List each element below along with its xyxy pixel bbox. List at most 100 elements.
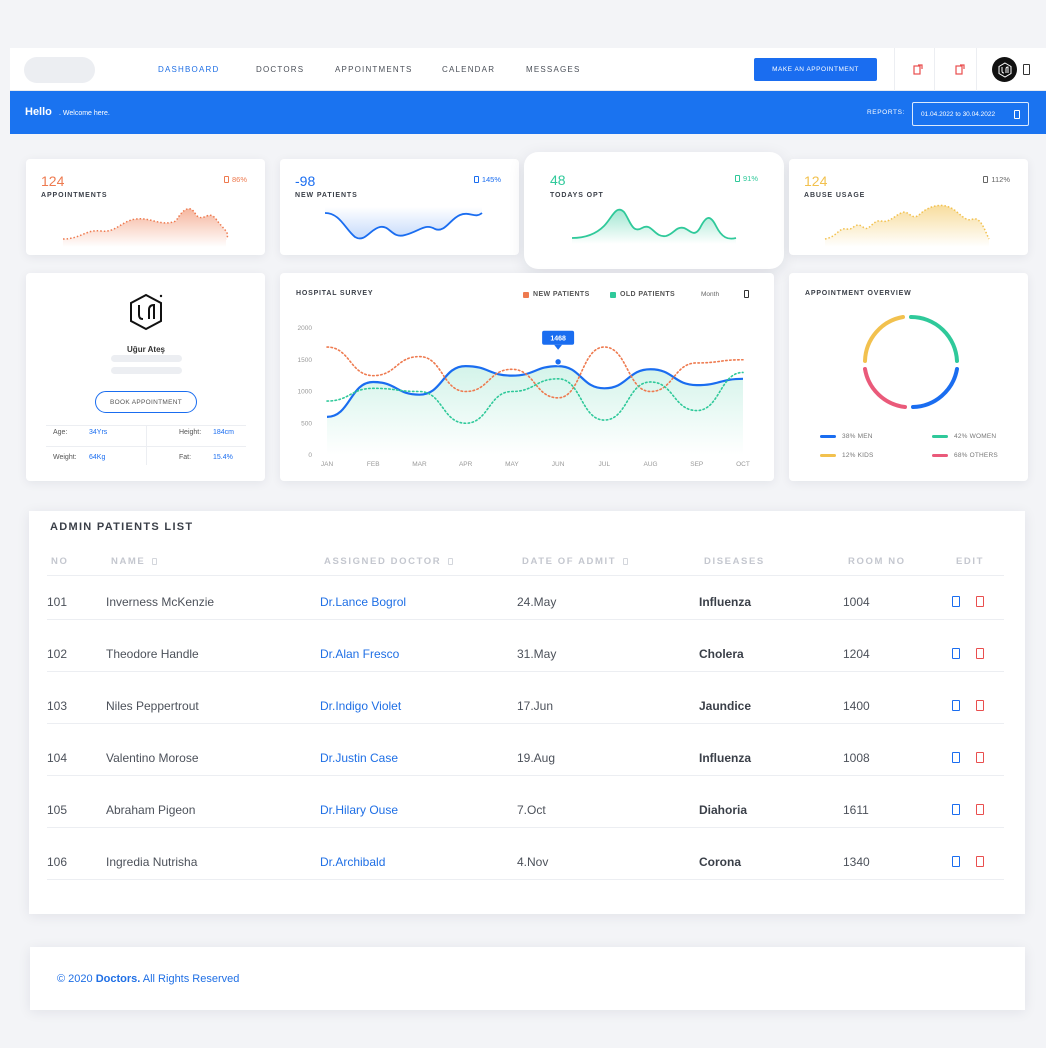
- delete-icon[interactable]: [976, 596, 984, 607]
- stat-label: TODAYS OPT: [550, 192, 604, 199]
- trend-icon: [983, 176, 989, 183]
- more-menu-icon[interactable]: [1023, 64, 1030, 75]
- column-header-date[interactable]: DATE OF ADMIT: [522, 556, 629, 567]
- stat-value: 48: [550, 172, 566, 188]
- column-header-room[interactable]: ROOM NO: [848, 556, 906, 567]
- divider: [47, 723, 1004, 724]
- divider: [47, 879, 1004, 880]
- x-tick-label: AUG: [644, 461, 658, 468]
- delete-icon[interactable]: [976, 752, 984, 763]
- trend-icon: [223, 176, 229, 183]
- nav-calendar[interactable]: CALENDAR: [442, 65, 496, 74]
- edit-icon[interactable]: [952, 856, 960, 867]
- stat-card-appointments[interactable]: 124 APPOINTMENTS 86%: [26, 159, 265, 255]
- stat-label: ABUSE USAGE: [804, 192, 866, 199]
- divider: [47, 619, 1004, 620]
- x-tick-label: MAY: [505, 461, 519, 468]
- donut-segment-women: [909, 314, 959, 363]
- nav-dashboard[interactable]: DASHBOARD: [158, 65, 220, 74]
- edit-icon[interactable]: [952, 648, 960, 659]
- height-value: 184cm: [213, 429, 235, 436]
- delete-icon[interactable]: [976, 700, 984, 711]
- dropdown-icon[interactable]: [744, 290, 749, 298]
- edit-icon[interactable]: [952, 596, 960, 607]
- brand-logo-placeholder[interactable]: [24, 57, 95, 83]
- x-tick-label: OCT: [736, 461, 750, 468]
- donut-segment-kids: [863, 315, 905, 363]
- edit-icon[interactable]: [952, 752, 960, 763]
- cell-date: 17.Jun: [517, 699, 554, 713]
- sparkline-abuse-usage: [824, 204, 990, 247]
- legend-swatch: [820, 435, 836, 438]
- series-area: [327, 366, 743, 455]
- cell-disease: Jaundice: [699, 699, 752, 713]
- hospital-survey-card: HOSPITAL SURVEY NEW PATIENTS OLD PATIENT…: [280, 273, 774, 481]
- tooltip-pointer: [554, 344, 563, 350]
- trend-icon: [473, 176, 479, 183]
- reports-label: REPORTS:: [867, 109, 905, 116]
- legend-swatch: [932, 454, 948, 457]
- nav-messages[interactable]: MESSAGES: [526, 65, 581, 74]
- age-label: Age:: [53, 429, 68, 436]
- divider: [47, 775, 1004, 776]
- doctor-link[interactable]: Dr.Archibald: [320, 855, 386, 869]
- legend-new-patients[interactable]: NEW PATIENTS: [523, 291, 590, 298]
- y-tick-label: 0: [308, 452, 312, 459]
- sort-icon: [623, 558, 629, 565]
- stat-card-abuse-usage[interactable]: 124 ABUSE USAGE 112%: [789, 159, 1028, 255]
- doctor-link[interactable]: Dr.Lance Bogrol: [320, 595, 407, 609]
- column-header-no[interactable]: NO: [51, 556, 69, 567]
- text-placeholder: [111, 355, 182, 362]
- doctor-link[interactable]: Dr.Alan Fresco: [320, 647, 400, 661]
- edit-icon[interactable]: [952, 700, 960, 711]
- nav-appointments[interactable]: APPOINTMENTS: [335, 65, 413, 74]
- text-placeholder: [111, 367, 182, 374]
- survey-chart: 2000 1500 1000 500 0 JAN FEB MAR APR MAY JUN JUL AUG…: [298, 325, 750, 468]
- doctor-link[interactable]: Dr.Indigo Violet: [320, 699, 402, 713]
- profile-logo-icon: [130, 293, 163, 331]
- cell-date: 31.May: [517, 647, 557, 661]
- legend-swatch: [820, 454, 836, 457]
- book-appointment-button[interactable]: BOOK APPOINTMENT: [95, 391, 197, 413]
- overview-donut: [863, 314, 959, 409]
- divider: [47, 575, 1004, 576]
- stat-card-todays-opt[interactable]: 48 TODAYS OPT 91%: [524, 152, 784, 269]
- doctor-link[interactable]: Dr.Justin Case: [320, 751, 399, 765]
- stat-card-new-patients[interactable]: -98 NEW PATIENTS 145%: [280, 159, 519, 255]
- legend-old-patients[interactable]: OLD PATIENTS: [610, 291, 675, 298]
- calendar-icon: [1014, 110, 1020, 119]
- cell-room: 1611: [843, 803, 869, 817]
- doctor-link[interactable]: Dr.Hilary Ouse: [320, 803, 399, 817]
- cell-no: 101: [47, 595, 68, 609]
- delete-icon[interactable]: [976, 648, 984, 659]
- cell-disease: Cholera: [699, 647, 744, 661]
- logout-icon[interactable]: [955, 63, 965, 75]
- make-appointment-button[interactable]: MAKE AN APPOINTMENT: [754, 58, 877, 81]
- period-select[interactable]: Month: [701, 291, 720, 298]
- export-icon[interactable]: [913, 63, 923, 75]
- sparkline-new-patients: [324, 207, 483, 240]
- cell-date: 24.May: [517, 595, 557, 609]
- delete-icon[interactable]: [976, 856, 984, 867]
- welcome-banner: Hello . Welcome here. REPORTS: 01.04.202…: [10, 91, 1046, 134]
- stat-value: 124: [804, 173, 828, 189]
- edit-icon[interactable]: [952, 804, 960, 815]
- avatar[interactable]: [992, 57, 1017, 82]
- appointment-overview-card: APPOINTMENT OVERVIEW 38% MEN 42% WOMEN 1…: [789, 273, 1028, 481]
- stat-percent: 91%: [734, 174, 758, 183]
- column-header-diseases[interactable]: DISEASES: [704, 556, 765, 567]
- column-header-doctor[interactable]: ASSIGNED DOCTOR: [324, 556, 454, 567]
- x-tick-label: JUL: [599, 461, 611, 468]
- column-header-name[interactable]: NAME: [111, 556, 158, 567]
- nav-doctors[interactable]: DOCTORS: [256, 65, 305, 74]
- cell-room: 1204: [843, 647, 870, 661]
- date-range-picker[interactable]: 01.04.2022 to 30.04.2022: [912, 102, 1029, 126]
- profile-card: Uğur Ateş BOOK APPOINTMENT Age: 34Yrs He…: [26, 273, 265, 481]
- cell-disease: Diahoria: [699, 803, 748, 817]
- brand-link[interactable]: Doctors.: [95, 973, 141, 985]
- tooltip-box: [542, 330, 575, 345]
- highlight-point[interactable]: [554, 358, 562, 366]
- cell-disease: Influenza: [699, 751, 752, 765]
- sort-icon: [448, 558, 454, 565]
- delete-icon[interactable]: [976, 804, 984, 815]
